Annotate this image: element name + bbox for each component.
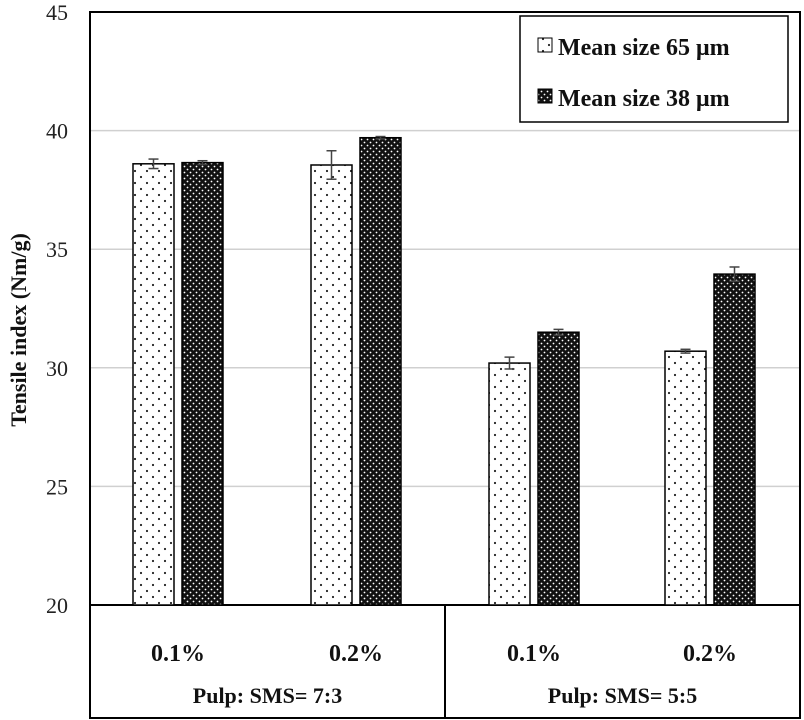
x-tick-label-2: 0.2%	[329, 641, 383, 667]
legend-box	[519, 15, 789, 123]
error-bar-series2-cat3	[553, 328, 564, 336]
x-tick-label-1: 0.1%	[151, 641, 205, 667]
error-bar-series1-cat4	[680, 348, 691, 354]
y-tick-label-35: 35	[46, 237, 68, 262]
bar-series1-cat2	[310, 164, 353, 606]
error-bar-series1-cat1	[148, 158, 159, 170]
y-tick-label-40: 40	[46, 119, 68, 144]
error-bar-series2-cat4	[729, 266, 740, 282]
legend: Mean size 65 μm Mean size 38 μm	[519, 15, 789, 123]
legend-label-38: Mean size 38 μm	[558, 86, 730, 112]
error-bar-series1-cat3	[504, 356, 515, 370]
y-tick-label-45: 45	[46, 0, 68, 25]
y-tick-label-20: 20	[46, 593, 68, 618]
group-label-2: Pulp: SMS= 5:5	[548, 683, 697, 708]
y-tick-label-30: 30	[46, 356, 68, 381]
x-tick-label-3: 0.1%	[507, 641, 561, 667]
legend-label-65: Mean size 65 μm	[558, 35, 730, 61]
bar-series2-cat2	[359, 136, 402, 606]
legend-swatch-65	[537, 37, 553, 53]
error-bar-series2-cat2	[375, 135, 386, 140]
error-bar-series2-cat1	[197, 159, 208, 166]
y-axis-label: Tensile index (Nm/g)	[6, 233, 31, 427]
bar-series2-cat1	[181, 161, 224, 606]
x-tick-label-4: 0.2%	[683, 641, 737, 667]
bar-series2-cat4	[713, 273, 756, 606]
group-label-1: Pulp: SMS= 7:3	[193, 683, 342, 708]
bar-series2-cat3	[537, 331, 580, 606]
y-tick-label-25: 25	[46, 474, 68, 499]
bar-series1-cat3	[488, 362, 531, 606]
legend-swatch-38	[537, 88, 553, 104]
bar-series1-cat1	[132, 163, 175, 606]
bar-series1-cat4	[664, 350, 707, 606]
error-bar-series1-cat2	[326, 150, 337, 180]
